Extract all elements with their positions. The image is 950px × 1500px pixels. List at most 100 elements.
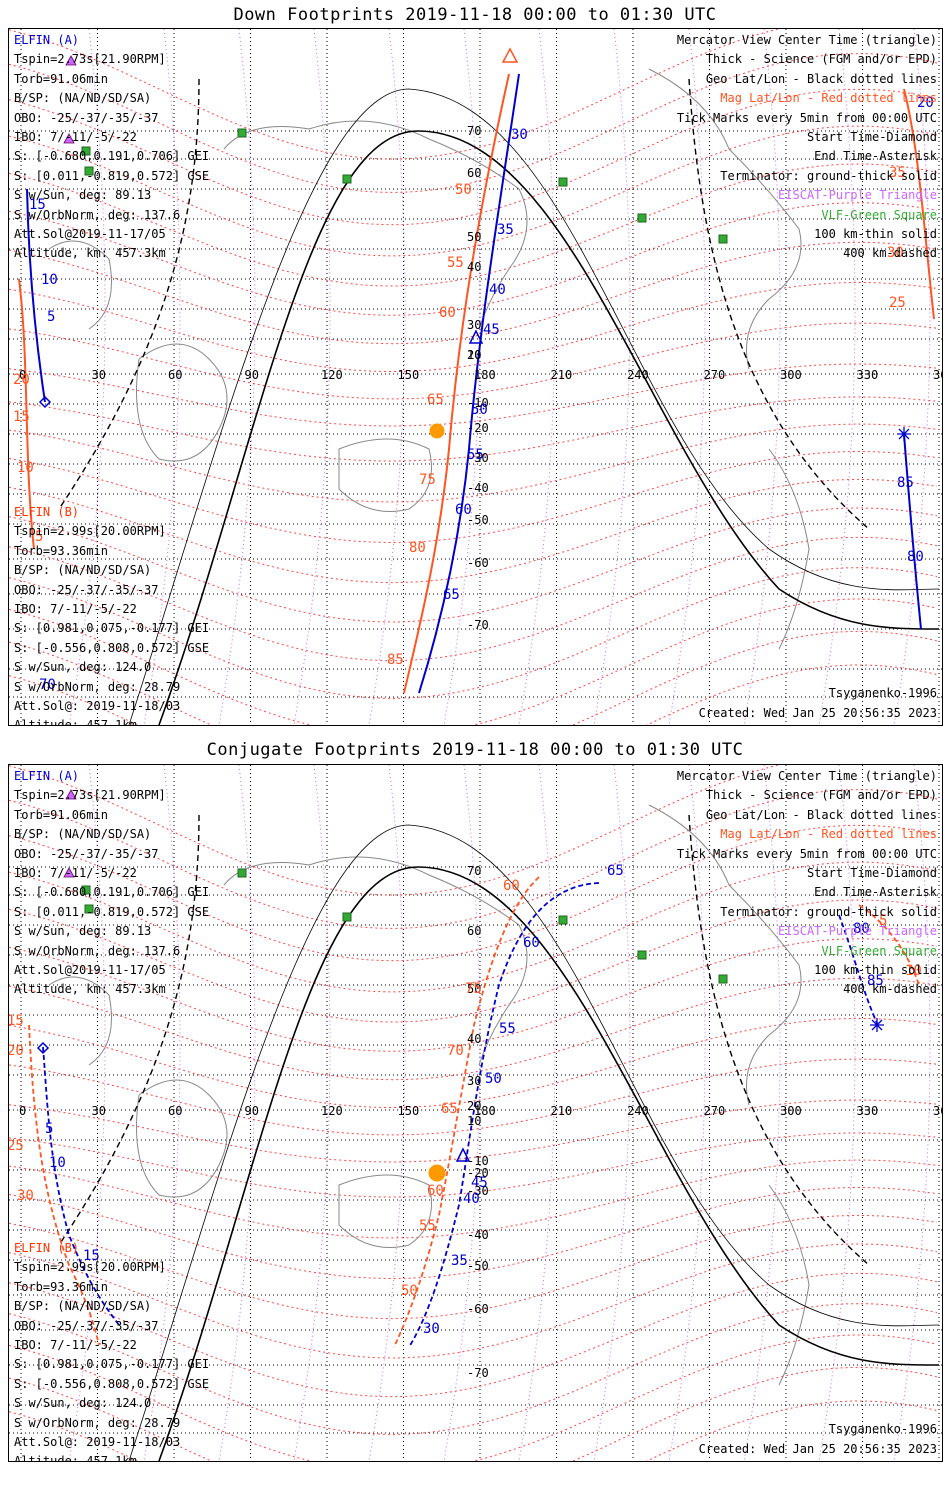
- coastline: [223, 856, 528, 1066]
- legend-line: 400 km-dashed: [843, 982, 937, 997]
- mag-meridian: [593, 29, 631, 725]
- lat-tick-label: 70: [467, 124, 481, 138]
- info-line: Tspin=2.99s[20.00RPM]: [14, 524, 166, 539]
- coastline: [648, 68, 802, 370]
- lon-tick-label: 60: [168, 368, 182, 382]
- legend-line: Start Time-Diamond: [806, 130, 937, 145]
- track-time-label: 35: [451, 1253, 468, 1269]
- eiscat-triangle: [63, 133, 75, 144]
- track-time-label: 55: [467, 447, 484, 463]
- sun-marker: [428, 1164, 446, 1182]
- info-line: S: [-0.556,0.808,0.572] GSE: [14, 1376, 210, 1391]
- lat-tick-label: 60: [467, 924, 481, 938]
- vlf-square: [558, 915, 568, 925]
- info-line: IBO: 7/-11/-5/-22: [14, 866, 137, 881]
- track-time-label: 55: [499, 1021, 516, 1037]
- elfin-b-lines: Tspin=2.99s[20.00RPM] Torb=93.36min B/SP: …: [14, 522, 210, 725]
- created-stamp: Created: Wed Jan 25 20:56:35 2023: [698, 705, 937, 720]
- created-stamp: Created: Wed Jan 25 20:56:35 2023: [698, 1441, 937, 1456]
- lon-tick-label: 30: [92, 1104, 106, 1118]
- elfin-a-info: ELFIN (A) Tspin=2.73s[21.90RPM] Torb=91.0…: [14, 767, 209, 1000]
- legend-line: Mag Lat/Lon - Red dotted lines: [720, 827, 937, 842]
- lon-tick-label: 210: [551, 1104, 573, 1118]
- track-time-label: 60: [503, 878, 520, 894]
- vlf-square: [237, 868, 247, 878]
- track-time-label: 65: [427, 392, 444, 408]
- center-triangle-b: [501, 47, 519, 63]
- legend-line: EISCAT-Purple Triangle: [778, 188, 937, 203]
- legend-line: 400 km-dashed: [843, 246, 937, 261]
- vlf-square: [718, 974, 728, 984]
- footer-down: Tsyganenko-1996 Created: Wed Jan 25 20:5…: [699, 684, 937, 723]
- panel-title-down: Down Footprints 2019-11-18 00:00 to 01:3…: [233, 5, 717, 25]
- track-time-label: 30: [423, 1321, 440, 1337]
- lon-tick-label: 330: [857, 1104, 879, 1118]
- track-time-label: 80: [907, 549, 924, 565]
- lat-tick-label: 10: [467, 348, 481, 362]
- info-line: S w/Sun, deg: 89.13: [14, 188, 152, 203]
- vlf-square: [237, 128, 247, 138]
- info-line: Torb=93.36min: [14, 543, 108, 558]
- info-line: B/SP: (NA/ND/SD/SA): [14, 563, 152, 578]
- start-diamond: [38, 395, 52, 409]
- track-time-label: 60: [439, 305, 456, 321]
- elfin-b-track: [393, 876, 540, 1348]
- elfin-b-track-start: [28, 1024, 100, 1346]
- legend-conjugate: Mercator View Center Time (triangle) Thic…: [677, 767, 937, 1000]
- track-time-label: 20: [917, 95, 934, 111]
- mag-latitude-line: [9, 322, 938, 400]
- mag-latitude-line: [9, 202, 938, 316]
- info-line: OBO: -25/-37/-35/-37: [14, 582, 159, 597]
- vlf-square: [84, 904, 94, 914]
- elfin-a-track-start: [42, 1046, 120, 1326]
- legend-line: Terminator: ground-thick solid: [720, 168, 937, 183]
- lon-tick-label: 0: [19, 1104, 26, 1118]
- track-time-label: 20: [13, 372, 30, 388]
- coastline: [338, 438, 432, 512]
- geo-grid: [9, 29, 942, 725]
- track-time-label: 75: [465, 981, 482, 997]
- info-line: Att.Sol@2019-11-17/05: [14, 227, 166, 242]
- lon-tick-label: 240: [627, 368, 649, 382]
- track-time-label: 10: [49, 1155, 66, 1171]
- track-time-label: 60: [427, 1183, 444, 1199]
- track-time-label: 45: [471, 1175, 488, 1191]
- legend-line: Start Time-Diamond: [806, 866, 937, 881]
- mag-latitude-line: [9, 598, 938, 725]
- elfin-b-info: ELFIN (B) Tspin=2.99s[20.00RPM] Torb=93.3…: [14, 503, 210, 725]
- info-line: Att.Sol@: 2019-11-18/03: [14, 699, 181, 714]
- info-line: S w/OrbNorm, deg: 28.79: [14, 1415, 181, 1430]
- info-line: S: [-0.556,0.808,0.572] GSE: [14, 640, 210, 655]
- mag-latitude-line: [9, 899, 938, 1023]
- mag-latitude-line: [9, 861, 938, 993]
- lat-tick-label: 20: [467, 1099, 481, 1113]
- track-time-label: 45: [483, 322, 500, 338]
- vlf-square: [81, 885, 91, 895]
- legend-line: Mercator View Center Time (triangle): [676, 33, 937, 47]
- lat-tick-label: 40: [467, 1032, 481, 1046]
- tracks: [18, 47, 935, 694]
- track-time-label: 10: [17, 460, 34, 476]
- lon-tick-label: 210: [551, 368, 573, 382]
- geo-grid: [9, 765, 942, 1461]
- info-line: B/SP: (NA/ND/SD/SA): [14, 1299, 152, 1314]
- panel-conjugate: 0 30 60 90 120 150 180 210 240 270 300 330 360 70 60 50…: [8, 764, 943, 1462]
- lat-tick-label: -10: [467, 396, 489, 410]
- info-line: S: [-0.680,0.191,0.706] GEI: [14, 149, 210, 164]
- lon-tick-label: 30: [92, 368, 106, 382]
- stations: [63, 55, 728, 244]
- elfin-a-track-start: [26, 188, 46, 403]
- elfin-b-track-start: [18, 278, 35, 550]
- legend-line: Thick - Science (FGM and/or EPD): [705, 788, 937, 803]
- elfin-a-track-end: [903, 433, 922, 630]
- map-down: 0 30 60 90 120 150 180 210 240 270 300 330 360 70 60 50…: [9, 29, 942, 725]
- info-line: Tspin=2.73s[21.90RPM]: [14, 52, 166, 67]
- legend-line: 100 km-thin solid: [814, 227, 937, 242]
- vlf-square: [637, 213, 647, 223]
- info-line: B/SP: (NA/ND/SD/SA): [14, 827, 152, 842]
- elfin-a-track: [408, 882, 600, 1348]
- legend-line: End Time-Asterisk: [814, 149, 937, 164]
- track-time-label: 30: [17, 1188, 34, 1204]
- legend-down: Mercator View Center Time (triangle) Thic…: [677, 31, 937, 264]
- elfin-a-info: ELFIN (A) Tspin=2.73s[21.90RPM] Torb=91.0…: [14, 31, 209, 264]
